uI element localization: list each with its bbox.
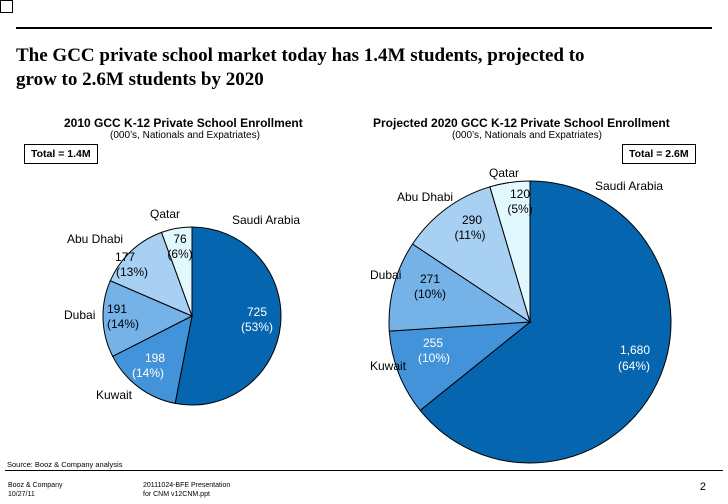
pie-slice-saudi-arabia-2020	[419, 180, 672, 464]
slice-name-kuwait-2010: Kuwait	[96, 388, 133, 402]
slice-name-kuwait-2020: Kuwait	[370, 359, 407, 373]
slice-value-dubai-2020: 271	[420, 272, 440, 286]
slice-name-qatar-2010: Qatar	[150, 207, 180, 221]
slice-pct-abu-dhabi-2020: (11%)	[454, 228, 485, 242]
bottom-rule	[5, 470, 723, 471]
source-note: Source: Booz & Company analysis	[7, 460, 123, 469]
slice-pct-kuwait-2020: (10%)	[418, 351, 450, 365]
slice-name-saudi-arabia-2010: Saudi Arabia	[232, 213, 300, 227]
slice-pct-saudi-arabia-2020: (64%)	[618, 359, 650, 373]
pie-slice-saudi-arabia-2010	[174, 226, 282, 406]
pie-slice-abu-dhabi-2010	[109, 231, 193, 317]
slice-pct-qatar-2020: (5%)	[507, 202, 532, 216]
chart-title-2020: Projected 2020 GCC K-12 Private School E…	[373, 116, 670, 130]
slice-value-abu-dhabi-2020: 290	[462, 213, 482, 227]
slice-pct-saudi-arabia-2010: (53%)	[241, 320, 273, 334]
slice-pct-qatar-2010: (6%)	[167, 247, 192, 261]
slice-value-abu-dhabi-2010: 177	[115, 250, 135, 264]
slice-value-dubai-2010: 191	[107, 302, 127, 316]
slice-value-saudi-arabia-2020: 1,680	[620, 343, 650, 357]
pie-slice-dubai-2020	[388, 243, 532, 332]
slice-value-qatar-2020: 120	[510, 187, 530, 201]
pie-slice-qatar-2010	[160, 226, 193, 317]
total-box-2010: Total = 1.4M	[24, 144, 98, 164]
slice-name-qatar-2020: Qatar	[489, 166, 519, 180]
slice-value-qatar-2010: 76	[173, 232, 187, 246]
slice-pct-dubai-2010: (14%)	[107, 317, 139, 331]
pie-slice-abu-dhabi-2020	[411, 186, 531, 324]
top-rule	[16, 27, 712, 29]
slice-value-kuwait-2020: 255	[423, 336, 443, 350]
pie-slice-kuwait-2020	[388, 321, 532, 412]
footer-company: Booz & Company 10/27/11	[8, 482, 63, 498]
slice-name-dubai-2020: Dubai	[370, 268, 401, 282]
pie-slice-dubai-2010	[102, 280, 194, 357]
slice-pct-kuwait-2010: (14%)	[132, 366, 164, 380]
slice-value-saudi-arabia-2010: 725	[247, 305, 267, 319]
slice-name-dubai-2010: Dubai	[64, 308, 95, 322]
pie-slice-kuwait-2010	[111, 315, 193, 404]
chart-title-2010: 2010 GCC K-12 Private School Enrollment	[64, 116, 303, 130]
pie-slice-qatar-2020	[489, 180, 531, 323]
slice-name-abu-dhabi-2020: Abu Dhabi	[397, 190, 453, 204]
footer-file: 20111024-BFE Presentation for CNM v12CNM…	[143, 482, 231, 498]
chart-subtitle-2020: (000’s, Nationals and Expatriates)	[452, 130, 602, 141]
corner-box	[0, 0, 13, 13]
slice-pct-abu-dhabi-2010: (13%)	[116, 265, 148, 279]
slice-pct-dubai-2020: (10%)	[414, 287, 446, 301]
chart-subtitle-2010: (000’s, Nationals and Expatriates)	[110, 130, 260, 141]
slice-name-abu-dhabi-2010: Abu Dhabi	[67, 232, 123, 246]
total-box-2020: Total = 2.6M	[622, 144, 696, 164]
slice-value-kuwait-2010: 198	[145, 351, 165, 365]
page-title: The GCC private school market today has …	[16, 45, 585, 90]
page-number: 2	[699, 481, 706, 493]
slice-name-saudi-arabia-2020: Saudi Arabia	[595, 179, 663, 193]
